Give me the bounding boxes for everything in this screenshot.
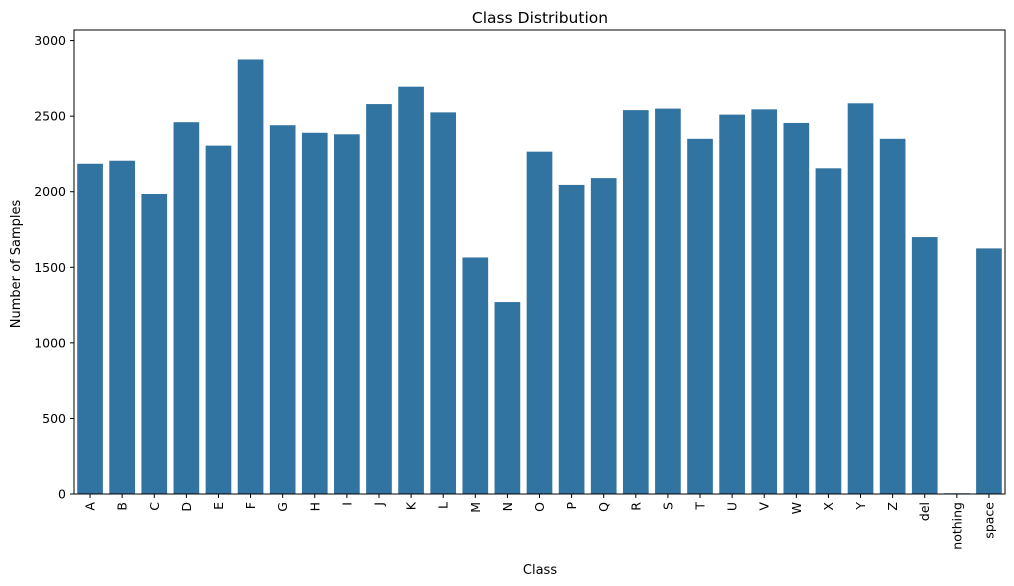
x-tick-label: O — [532, 502, 547, 512]
x-tick-label: L — [436, 502, 451, 509]
bar-C — [141, 193, 168, 494]
bar-B — [109, 160, 135, 495]
y-tick-label: 0 — [58, 487, 66, 502]
y-tick-label: 2000 — [34, 184, 66, 199]
x-tick-label: C — [147, 502, 162, 511]
bar-space — [976, 248, 1002, 494]
x-tick-label: W — [789, 502, 804, 514]
bar-del — [911, 237, 938, 494]
y-tick-label: 500 — [42, 411, 66, 426]
y-tick-label: 1000 — [34, 335, 66, 350]
x-tick-label: J — [371, 502, 386, 507]
bar-Z — [879, 138, 906, 494]
x-tick-label: H — [307, 502, 322, 511]
y-tick-label: 1500 — [34, 260, 66, 275]
bar-W — [783, 122, 810, 494]
bar-N — [494, 302, 521, 494]
bar-V — [751, 109, 778, 494]
chart-title: Class Distribution — [472, 9, 608, 27]
x-tick-label: space — [981, 502, 996, 539]
x-tick-label: E — [211, 502, 226, 510]
bar-X — [815, 168, 842, 495]
x-tick-label: D — [179, 502, 194, 512]
x-tick-label: B — [115, 502, 130, 511]
bar-T — [687, 138, 713, 494]
bar-I — [334, 134, 360, 494]
bar-L — [430, 112, 457, 494]
x-tick-label: G — [275, 502, 290, 512]
y-tick-label: 3000 — [34, 33, 66, 48]
bar-G — [269, 125, 296, 495]
bars-group — [77, 59, 1002, 495]
x-tick-label: F — [243, 502, 258, 509]
bar-D — [173, 122, 200, 495]
x-tick-label: Z — [885, 502, 900, 511]
bar-U — [719, 114, 745, 495]
bar-E — [205, 145, 232, 495]
plot-frame — [73, 29, 1006, 495]
x-tick-label: Q — [596, 502, 611, 512]
x-axis-title: Class — [523, 563, 557, 578]
x-tick-label: nothing — [949, 502, 964, 550]
bar-J — [366, 104, 392, 495]
bar-R — [622, 110, 649, 494]
x-tick-label: del — [917, 502, 932, 521]
bar-O — [526, 151, 553, 494]
x-tick-label: S — [660, 502, 675, 510]
x-tick-label: X — [821, 502, 836, 511]
bar-Q — [590, 178, 617, 495]
bar-Y — [847, 103, 874, 495]
bar-M — [462, 257, 489, 494]
x-tick-label: Y — [853, 502, 868, 511]
bar-H — [301, 132, 328, 494]
x-tick-label: K — [404, 501, 419, 510]
x-tick-label: U — [725, 502, 740, 511]
x-tick-label: I — [339, 502, 354, 506]
bar-S — [655, 108, 681, 494]
y-axis-ticks: 0 500 1000 1500 2000 2500 3000 — [34, 33, 74, 502]
y-tick-label: 2500 — [34, 109, 66, 124]
bar-K — [398, 86, 424, 494]
x-tick-label: N — [500, 502, 515, 511]
y-axis-title: Number of Samples — [9, 200, 24, 329]
x-tick-label: T — [693, 502, 708, 511]
bar-P — [558, 184, 585, 494]
x-tick-label: A — [83, 502, 98, 511]
x-tick-label: R — [628, 502, 643, 511]
bar-A — [77, 163, 103, 494]
bar-F — [237, 59, 264, 494]
x-tick-label: V — [757, 502, 772, 511]
x-tick-label: P — [564, 502, 579, 510]
x-tick-label: M — [468, 502, 483, 513]
